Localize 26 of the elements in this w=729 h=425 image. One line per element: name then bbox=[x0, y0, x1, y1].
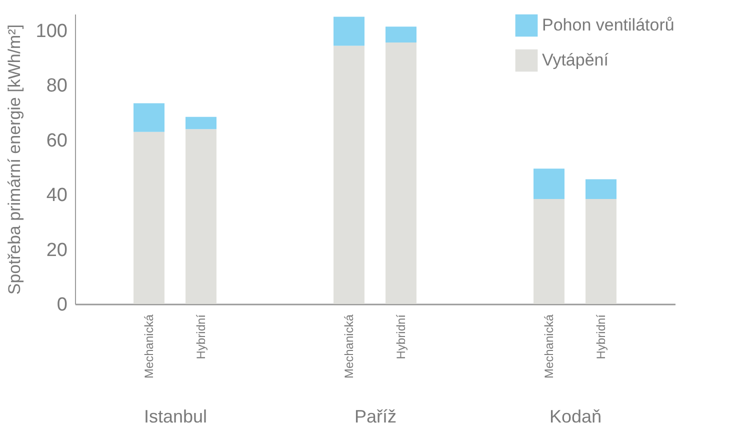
y-tick-label: 0 bbox=[56, 294, 68, 316]
y-tick-label: 60 bbox=[46, 130, 68, 152]
bar bbox=[134, 132, 164, 304]
bar bbox=[186, 116, 216, 130]
x-axis-title: Istanbul bbox=[144, 406, 208, 425]
y-tick-label: 40 bbox=[46, 185, 68, 206]
y-tick-label: 100 bbox=[36, 20, 68, 42]
x-axis-title: Kodaň bbox=[549, 406, 602, 425]
x-tick-label: Mechanická bbox=[342, 314, 356, 379]
legend-label: Pohon ventilátorů bbox=[542, 16, 674, 34]
y-axis-title: Spotřeba primární energie [kWh/m²] bbox=[4, 24, 24, 295]
x-tick-label: Hybridní bbox=[194, 314, 208, 360]
x-axis-title: Paříž bbox=[354, 406, 397, 425]
bar bbox=[386, 42, 416, 304]
x-tick-label: Hybridní bbox=[394, 314, 408, 360]
bar bbox=[334, 46, 364, 304]
bar bbox=[186, 129, 216, 304]
x-tick-label: Mechanická bbox=[542, 314, 556, 379]
y-tick-label: 20 bbox=[46, 240, 68, 261]
y-tick-label: 80 bbox=[46, 76, 68, 97]
bar bbox=[134, 103, 164, 132]
bar bbox=[334, 16, 364, 46]
bar bbox=[386, 26, 416, 42]
legend-label: Vytápění bbox=[542, 50, 609, 70]
x-tick-label: Mechanická bbox=[142, 314, 156, 379]
x-tick-label: Hybridní bbox=[594, 314, 608, 360]
